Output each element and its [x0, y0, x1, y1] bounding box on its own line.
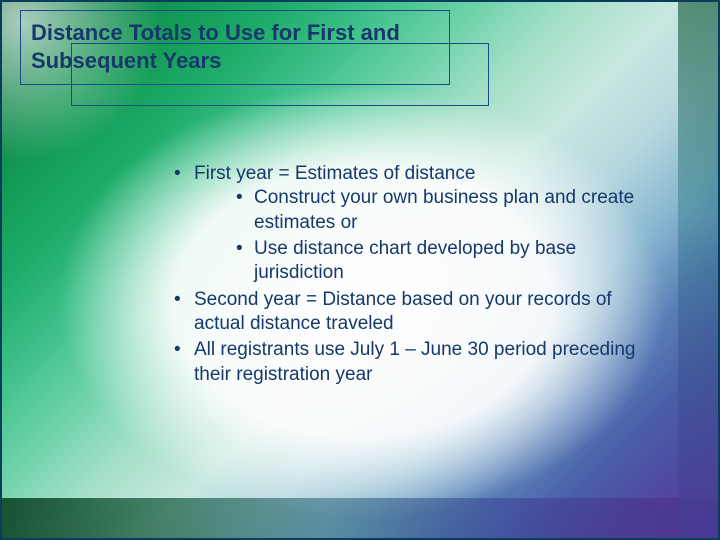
- sub-bullet-text: Use distance chart developed by base jur…: [254, 238, 576, 283]
- body-content: First year = Estimates of distance Const…: [172, 162, 642, 389]
- sub-bullet-item: Construct your own business plan and cre…: [234, 186, 642, 235]
- title-container: Distance Totals to Use for First and Sub…: [20, 10, 450, 85]
- bullet-item: First year = Estimates of distance Const…: [172, 162, 642, 286]
- bullet-item: Second year = Distance based on your rec…: [172, 288, 642, 337]
- sub-bullet-text: Construct your own business plan and cre…: [254, 187, 634, 232]
- slide-title: Distance Totals to Use for First and Sub…: [31, 19, 439, 74]
- bullet-list: First year = Estimates of distance Const…: [172, 162, 642, 387]
- bullet-item: All registrants use July 1 – June 30 per…: [172, 338, 642, 387]
- bullet-text: First year = Estimates of distance: [194, 163, 475, 184]
- bullet-text: All registrants use July 1 – June 30 per…: [194, 339, 635, 384]
- bullet-text: Second year = Distance based on your rec…: [194, 289, 612, 334]
- sub-bullet-list: Construct your own business plan and cre…: [234, 186, 642, 285]
- slide: Distance Totals to Use for First and Sub…: [0, 0, 720, 540]
- sub-bullet-item: Use distance chart developed by base jur…: [234, 237, 642, 286]
